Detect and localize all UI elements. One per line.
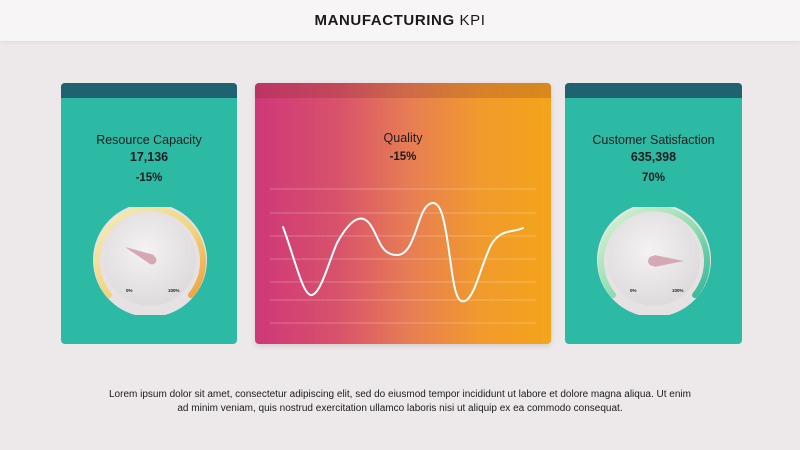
card-percent: -15% xyxy=(135,172,163,184)
quality-card: Quality -15% xyxy=(255,83,551,344)
gauge-needle xyxy=(654,255,684,267)
gauge-min-label: 0% xyxy=(630,288,637,293)
gauge-arc xyxy=(94,207,206,298)
card-header-bar xyxy=(61,83,237,98)
card-value: 17,136 xyxy=(129,150,169,164)
title-light: KPI xyxy=(459,12,486,29)
wave-line xyxy=(282,202,524,303)
card-percent: 70% xyxy=(641,172,666,184)
gauge-arc xyxy=(598,207,710,298)
quality-wave-chart xyxy=(270,188,536,324)
card-header-bar xyxy=(255,83,551,98)
card-percent: -15% xyxy=(389,151,417,163)
description-text: Lorem ipsum dolor sit amet, consectetur … xyxy=(109,389,691,414)
card-value: 635,398 xyxy=(630,150,677,164)
grid-lines xyxy=(270,188,536,324)
gauge-max-label: 100% xyxy=(672,288,684,293)
gauge: 0% 100% xyxy=(594,207,714,315)
page-title: MANUFACTURING KPI xyxy=(0,0,800,41)
title-bold: MANUFACTURING xyxy=(314,12,455,29)
card-title: Quality xyxy=(383,131,423,145)
card-title: Customer Satisfaction xyxy=(592,133,715,147)
gauge-needle xyxy=(125,247,154,264)
card-title: Resource Capacity xyxy=(96,133,202,147)
customer-satisfaction-card: Customer Satisfaction 635,398 70% 0% xyxy=(565,83,742,344)
resource-capacity-card: Resource Capacity 17,136 -15% 0% 100 xyxy=(61,83,237,344)
gauge: 0% 100% xyxy=(90,207,210,315)
gauge-min-label: 0% xyxy=(126,288,133,293)
card-header-bar xyxy=(565,83,742,98)
gauge-max-label: 100% xyxy=(168,288,180,293)
